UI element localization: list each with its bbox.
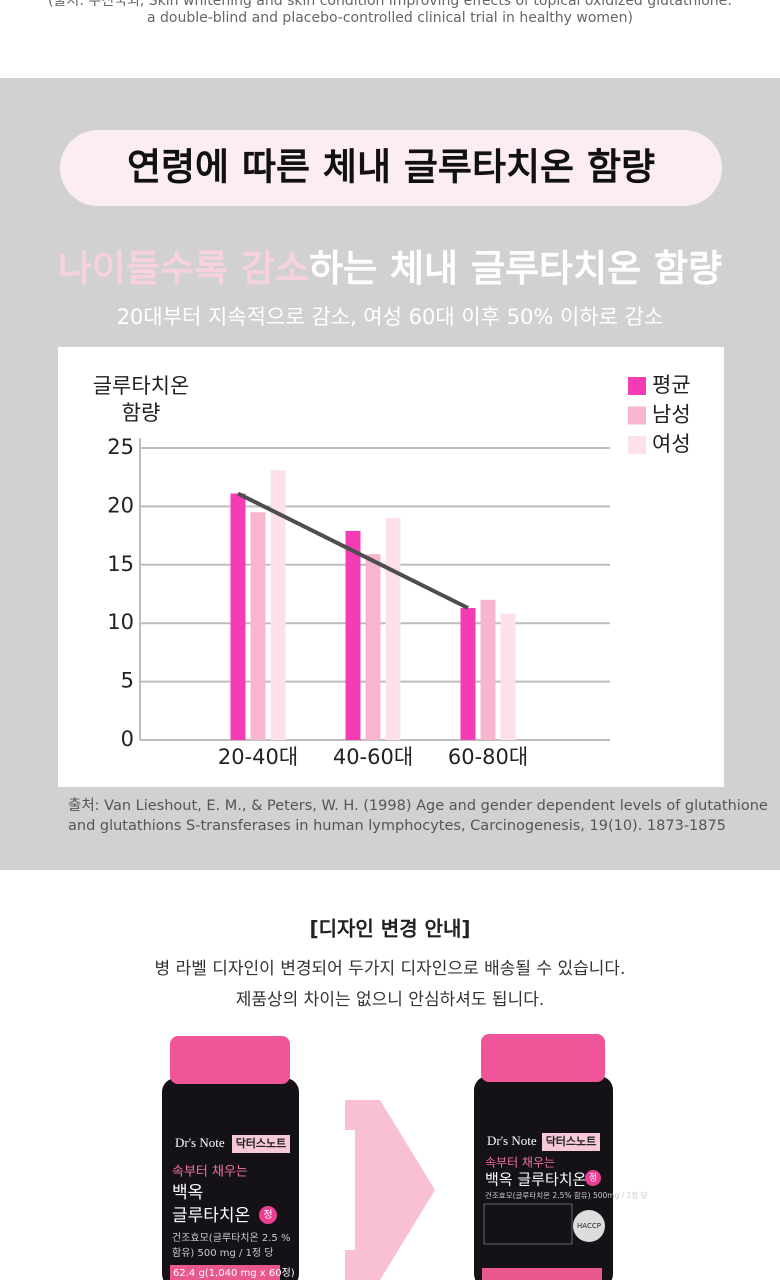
weight-bar — [482, 1268, 602, 1280]
label-box — [483, 1203, 573, 1245]
bar — [270, 470, 286, 740]
spec: 건조효모(글루타치온 2.5% 함유) 500mg / 1정 당 — [485, 1190, 648, 1200]
y-tick-label: 20 — [107, 493, 134, 517]
y-tick-label: 25 — [107, 435, 134, 459]
badge — [259, 1206, 277, 1224]
legend-swatch — [628, 406, 646, 425]
x-tick-label: 20-40대 — [218, 745, 298, 769]
product-name: 백옥 글루타치온 — [485, 1171, 586, 1189]
y-axis-label: 함량 — [122, 401, 161, 425]
legend-swatch — [628, 377, 646, 395]
x-tick-label: 40-60대 — [333, 745, 413, 769]
source: and glutathions S-transferases in human … — [68, 818, 726, 834]
badge-text: 정 — [589, 1173, 597, 1184]
headline: 나이들수록 감소하는 체내 글루타치온 함량 — [58, 247, 722, 290]
bar — [365, 554, 381, 740]
product-name: 글루타치온 — [172, 1206, 250, 1226]
bar — [345, 530, 361, 740]
y-tick-label: 15 — [107, 552, 134, 576]
title-pill — [60, 130, 722, 206]
notice-text: 제품상의 차이는 없으니 안심하셔도 됩니다. — [236, 990, 545, 1010]
legend-label: 평균 — [652, 373, 691, 397]
bar — [250, 512, 266, 740]
trend-line — [237, 491, 469, 610]
haccp-seal — [573, 1210, 605, 1242]
y-tick-label: 0 — [121, 727, 134, 751]
y-tick-label: 10 — [107, 610, 134, 634]
bottle-new: Dr's Note 닥터스노트 속부터 채우는 백옥 글루타치온 정 건조효모(… — [474, 1034, 648, 1280]
brand: Dr's Note — [487, 1133, 537, 1148]
citation: a double-blind and placebo-controlled cl… — [147, 10, 633, 26]
bar — [230, 493, 246, 740]
citation: (출처: 우진국외, Skin whitening and skin condi… — [48, 0, 732, 9]
weight-bar — [170, 1265, 280, 1280]
source: 출처: Van Lieshout, E. M., & Peters, W. H.… — [68, 797, 768, 814]
headline-highlight: 나이들수록 감소 — [58, 247, 309, 290]
section-title: 연령에 따른 체내 글루타치온 함량 — [127, 146, 655, 189]
tagline: 속부터 채우는 — [172, 1165, 248, 1180]
brand-tag — [232, 1135, 290, 1153]
notice-title: [디자인 변경 안내] — [309, 917, 470, 941]
product-name: 백옥 — [172, 1183, 203, 1203]
weight: 62.4 g(1,040 mg x 60정) — [173, 1267, 295, 1279]
subheadline: 20대부터 지속적으로 감소, 여성 60대 이후 50% 이하로 감소 — [117, 305, 664, 329]
bottle-body — [162, 1078, 299, 1280]
bottle-cap — [170, 1036, 290, 1084]
spec: 건조효모(글루타치온 2.5 % — [172, 1232, 290, 1244]
spec: 함유) 500 mg / 1정 당 — [172, 1247, 274, 1259]
y-tick-label: 5 — [121, 669, 134, 693]
bottle-old: Dr's Note 닥터스노트 속부터 채우는 백옥 글루타치온 정 건조효모(… — [162, 1036, 299, 1280]
badge-text: 정 — [263, 1209, 272, 1221]
bar — [385, 518, 401, 740]
arrow — [345, 1100, 435, 1280]
tagline: 속부터 채우는 — [485, 1156, 555, 1170]
y-axis-label: 글루타치온 — [93, 374, 190, 398]
brand-tag — [542, 1133, 600, 1151]
legend-label: 여성 — [652, 432, 691, 456]
x-tick-label: 60-80대 — [448, 745, 528, 769]
brand: Dr's Note — [175, 1135, 225, 1150]
bar — [480, 599, 496, 740]
headline-rest: 하는 체내 글루타치온 함량 — [309, 247, 722, 290]
brand-kr: 닥터스노트 — [546, 1134, 597, 1148]
bar — [460, 608, 476, 740]
legend-label: 남성 — [652, 403, 691, 427]
bottle-cap — [481, 1034, 605, 1082]
brand-kr: 닥터스노트 — [236, 1136, 287, 1150]
legend-swatch — [628, 436, 646, 454]
bar — [500, 613, 516, 740]
haccp: HACCP — [577, 1222, 601, 1230]
badge — [585, 1170, 601, 1186]
notice-text: 병 라벨 디자인이 변경되어 두가지 디자인으로 배송될 수 있습니다. — [155, 959, 626, 979]
